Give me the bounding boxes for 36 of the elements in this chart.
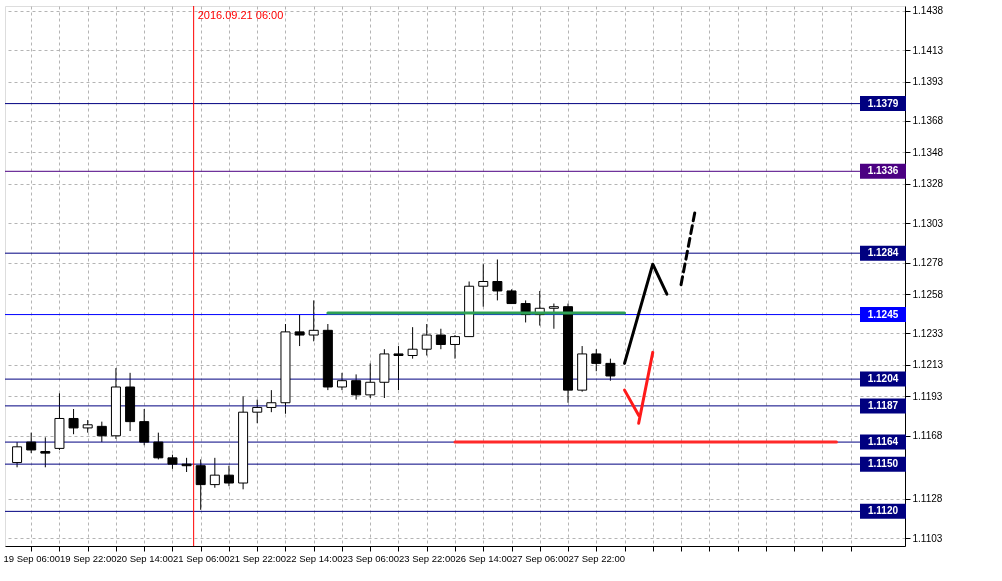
x-tick-label: 27 Sep 06:00	[512, 552, 569, 564]
x-tick-label: 27 Sep 22:00	[568, 552, 626, 564]
y-tick-label: 1.1413	[912, 44, 944, 56]
x-tick-label: 20 Sep 14:00	[116, 552, 173, 564]
y-tick-label: 1.1328	[912, 178, 944, 190]
x-tick-label: 23 Sep 06:00	[342, 552, 399, 564]
y-tick-label: 1.1233	[912, 327, 944, 339]
x-tick-label: 26 Sep 14:00	[455, 552, 513, 564]
x-tick-label: 19 Sep 22:00	[59, 552, 117, 564]
x-tick-label: 21 Sep 06:00	[172, 552, 230, 564]
y-tick-label: 1.1348	[912, 146, 944, 158]
ref-line-label: 1.1336	[867, 165, 899, 177]
y-tick-label: 1.1368	[912, 115, 944, 127]
ref-line-label: 1.1379	[867, 97, 899, 109]
ref-line-label: 2016.09.21 06:00	[197, 9, 284, 21]
y-tick-label: 1.1258	[912, 288, 944, 300]
y-tick-label: 1.1393	[912, 76, 944, 88]
y-tick-label: 1.1213	[912, 359, 944, 371]
x-tick-label: 21 Sep 22:00	[229, 552, 286, 564]
ref-line-label: 1.1164	[867, 436, 899, 448]
y-tick-label: 1.1438	[912, 5, 944, 17]
ref-line-label: 1.1284	[867, 247, 899, 259]
x-tick-label: 23 Sep 22:00	[398, 552, 456, 564]
ref-line-label: 1.1204	[867, 373, 899, 385]
y-tick-label: 1.1193	[912, 390, 943, 402]
ref-line-label: 1.1120	[867, 505, 899, 517]
x-tick-label: 22 Sep 14:00	[285, 552, 343, 564]
x-tick-label: 19 Sep 06:00	[3, 552, 60, 564]
y-tick-label: 1.1168	[912, 430, 943, 442]
y-tick-label: 1.1278	[912, 257, 944, 269]
y-tick-label: 1.1128	[912, 493, 943, 505]
y-tick-label: 1.1103	[912, 532, 943, 544]
ref-line-label: 1.1187	[867, 399, 899, 411]
ref-line-label: 1.1245	[867, 308, 899, 320]
y-tick-label: 1.1303	[912, 217, 944, 229]
ref-line-label: 1.1150	[867, 458, 899, 470]
